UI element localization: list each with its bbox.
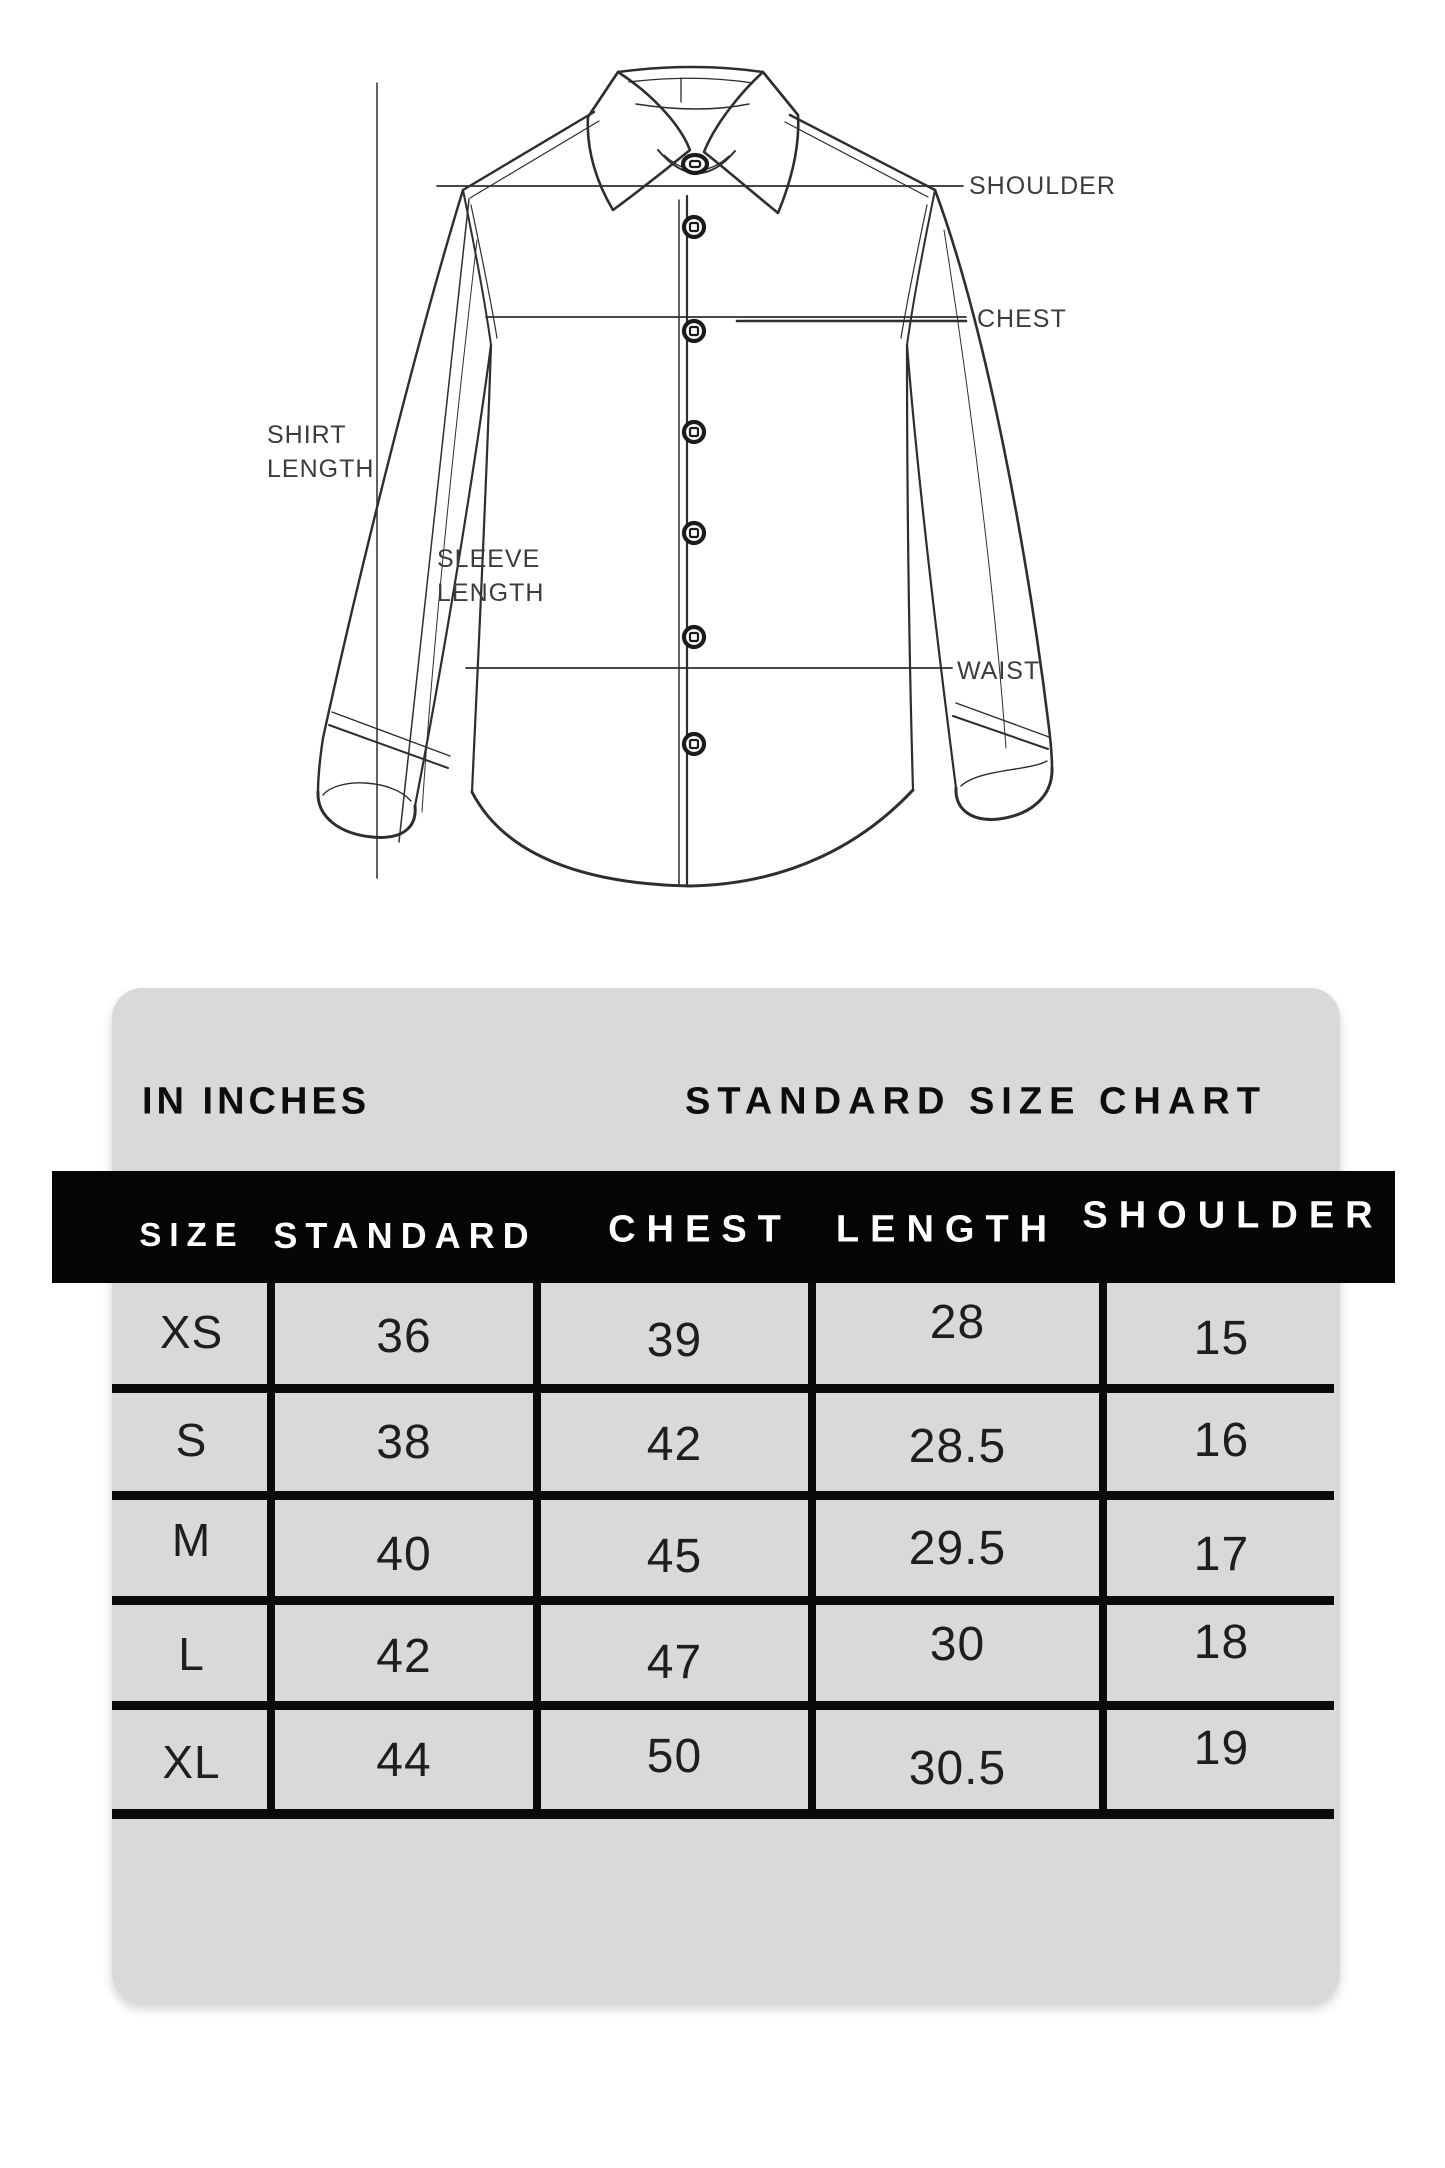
table-cell: 40 [376,1527,432,1581]
button [681,624,707,650]
chart-title: STANDARD SIZE CHART [685,1080,1267,1123]
collar-button [680,152,710,176]
size-cell: XL [162,1736,221,1788]
column-header-standard: STANDARD [273,1215,537,1256]
waist-label: WAIST [957,657,1040,685]
table-cell: 28 [929,1295,986,1349]
table-header-row: SIZE STANDARD CHEST LENGTH SHOULDER [52,1171,1395,1283]
units-label: IN INCHES [142,1080,371,1123]
table-gridline-vertical [808,1283,816,1818]
table-gridline-vertical [533,1283,541,1818]
table-cell: 47 [646,1635,703,1689]
table-gridline-horizontal [112,1596,1334,1605]
sleeve-length-line [398,198,470,843]
table-cell: 18 [1193,1615,1250,1669]
table-cell: 30 [929,1617,986,1671]
table-cell: 16 [1193,1413,1250,1467]
chest-label: CHEST [977,305,1067,333]
column-header-chest: CHEST [608,1208,792,1251]
column-header-length: LENGTH [835,1208,1059,1251]
table-cell: 44 [376,1733,432,1787]
size-cell: L [178,1628,205,1680]
shirt-body [462,189,936,888]
table-gridline-horizontal [112,1701,1334,1710]
shirt-length-label: LENGTH [267,455,374,483]
table-cell: 19 [1193,1721,1250,1775]
button [681,214,707,240]
table-cell: 15 [1193,1311,1250,1365]
table-cell: 28.5 [908,1419,1007,1473]
table-cell: 30.5 [908,1741,1007,1795]
table-bottom-border [112,1809,1334,1819]
button [681,520,707,546]
table-gridline-vertical [267,1283,275,1818]
table-cell: 38 [376,1415,432,1469]
table-cell: 45 [646,1529,703,1583]
table-cell: 50 [646,1729,703,1783]
table-cell: 39 [646,1313,703,1367]
shirt-measurement-diagram: SHOULDER CHEST WAIST SHIRT LENGTH SLEEVE… [267,65,1116,888]
button [681,318,707,344]
button [681,419,707,445]
table-cell: 29.5 [908,1521,1007,1575]
right-sleeve [905,188,1054,821]
buttons [680,152,710,757]
right-collar-leaf [702,70,800,215]
size-cell: M [171,1514,212,1566]
left-sleeve [316,188,493,839]
button [681,731,707,757]
column-header-size: SIZE [139,1216,245,1253]
table-cell: 42 [646,1417,703,1471]
size-cell: S [175,1414,208,1466]
table-cell: 36 [376,1309,432,1363]
table-gridline-horizontal [112,1384,1334,1393]
sleeve-length-label: LENGTH [437,579,544,607]
table-gridline-vertical [1099,1283,1107,1818]
size-table: XS 36 39 28 15 S 38 42 28.5 16 M 40 45 2… [112,1283,1340,1813]
shirt-length-label: SHIRT [267,421,347,449]
table-gridline-horizontal [112,1491,1334,1500]
measurement-lines [376,82,968,879]
size-cell: XS [159,1306,224,1358]
column-header-shoulder: SHOULDER [1082,1194,1384,1237]
table-cell: 42 [376,1629,432,1683]
left-collar-leaf [586,70,692,212]
shoulder-label: SHOULDER [969,172,1116,200]
collar [586,65,800,215]
measurement-labels: SHOULDER CHEST WAIST SHIRT LENGTH SLEEVE… [267,172,1116,685]
sleeve-length-label: SLEEVE [437,545,540,573]
table-cell: 17 [1193,1527,1250,1581]
